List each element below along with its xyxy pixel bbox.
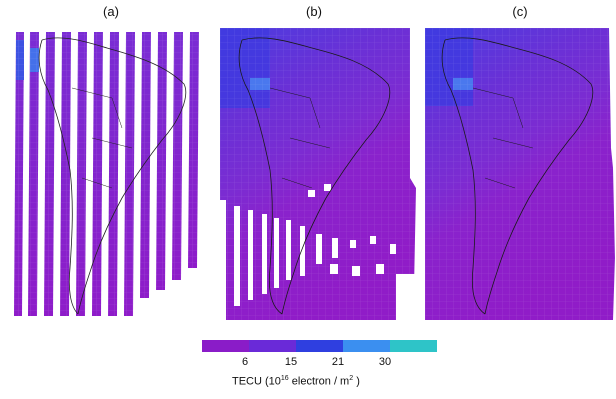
colorbar-tick-21: 21	[331, 356, 345, 368]
colorbar-segment-4	[343, 340, 390, 352]
map-panel-c	[425, 28, 615, 320]
data-gaps	[220, 184, 416, 320]
colorbar-segment-3	[296, 340, 343, 352]
colorbar-tick-30: 30	[378, 356, 392, 368]
panel-a-label: (a)	[103, 4, 119, 19]
colorbar-unit-label: TECU (1016 electron / m2 )	[232, 375, 360, 388]
panel-b-label: (b)	[306, 4, 322, 19]
map-panel-a	[12, 28, 212, 320]
colorbar	[202, 340, 437, 352]
panel-c-label: (c)	[512, 4, 528, 19]
colorbar-tick-6: 6	[241, 356, 249, 368]
south-america-outline	[38, 37, 187, 315]
colorbar-segment-2	[249, 340, 296, 352]
colorbar-segment-1	[202, 340, 249, 352]
satellite-tracks	[12, 28, 212, 320]
map-panel-b	[220, 28, 416, 320]
colorbar-tick-15: 15	[284, 356, 298, 368]
colorbar-segment-5	[390, 340, 437, 352]
